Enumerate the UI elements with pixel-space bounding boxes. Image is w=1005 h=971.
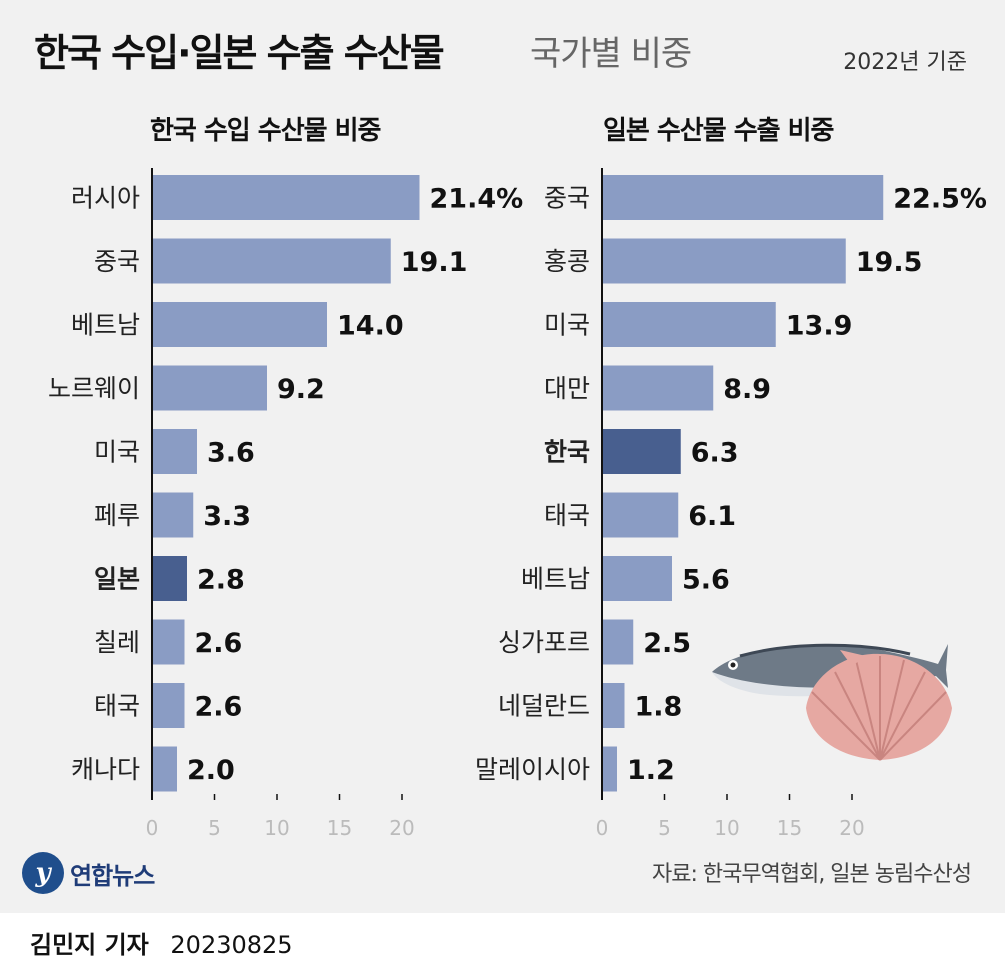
right-value-label: 1.8 bbox=[635, 692, 683, 723]
left-value-label: 21.4% bbox=[430, 184, 524, 215]
right-category-label: 미국 bbox=[544, 311, 590, 340]
right-value-label: 2.5 bbox=[643, 628, 691, 659]
left-category-label: 캐나다 bbox=[71, 755, 140, 784]
page-subtitle: 국가별 비중 bbox=[530, 34, 692, 74]
scallop-shell-icon bbox=[806, 650, 952, 761]
right-value-label: 1.2 bbox=[627, 755, 675, 786]
right-bar-chart: 중국 22.5% 홍콩 19.5 미국 13.9 대만 8.9 한국 6.3 태국 6.1 베트남 5.6… bbox=[475, 168, 987, 840]
left-bar bbox=[152, 746, 177, 792]
left-value-label: 19.1 bbox=[401, 247, 468, 278]
right-category-label: 네덜란드 bbox=[498, 692, 590, 721]
left-value-label: 9.2 bbox=[277, 374, 325, 405]
right-bar bbox=[602, 175, 884, 220]
left-x-tick-label: 20 bbox=[389, 816, 414, 840]
right-x-tick-label: 20 bbox=[839, 816, 864, 840]
yonhap-logo-icon: y bbox=[22, 852, 64, 894]
left-category-label: 칠레 bbox=[94, 628, 140, 657]
right-category-label: 홍콩 bbox=[544, 247, 590, 276]
left-category-label: 베트남 bbox=[71, 311, 140, 340]
left-bar bbox=[152, 683, 185, 728]
left-category-label: 일본 bbox=[94, 565, 140, 594]
right-category-label: 싱가포르 bbox=[498, 628, 590, 657]
right-bar bbox=[602, 302, 776, 347]
left-bar-chart: 러시아 21.4% 중국 19.1 베트남 14.0 노르웨이 9.2 미국 3.6 페루 3.3 일본… bbox=[48, 168, 523, 840]
left-category-label: 태국 bbox=[94, 692, 140, 721]
right-bar bbox=[602, 746, 617, 792]
left-bar bbox=[152, 429, 197, 474]
left-x-tick-label: 0 bbox=[146, 816, 159, 840]
left-value-label: 2.6 bbox=[195, 628, 243, 659]
left-value-label: 14.0 bbox=[337, 311, 404, 342]
right-x-tick-label: 15 bbox=[777, 816, 802, 840]
left-bar bbox=[152, 175, 420, 220]
left-category-label: 러시아 bbox=[71, 184, 140, 213]
right-value-label: 13.9 bbox=[786, 311, 853, 342]
left-chart-title: 한국 수입 수산물 비중 bbox=[150, 116, 381, 146]
left-value-label: 2.8 bbox=[197, 565, 245, 596]
right-value-label: 6.3 bbox=[691, 438, 739, 469]
right-value-label: 19.5 bbox=[856, 247, 923, 278]
right-bar bbox=[602, 365, 714, 411]
byline: 김민지 기자 20230825 bbox=[30, 925, 293, 960]
source-note: 자료: 한국무역협회, 일본 농림수산성 bbox=[652, 862, 972, 887]
left-bar bbox=[152, 302, 327, 347]
left-bar bbox=[152, 238, 391, 284]
left-category-label: 미국 bbox=[94, 438, 140, 467]
right-value-label: 5.6 bbox=[682, 565, 730, 596]
right-category-label: 한국 bbox=[544, 438, 590, 467]
right-x-tick-label: 0 bbox=[596, 816, 609, 840]
right-category-label: 중국 bbox=[544, 184, 590, 213]
left-category-label: 페루 bbox=[94, 501, 140, 530]
left-value-label: 2.6 bbox=[195, 692, 243, 723]
right-bar bbox=[602, 492, 679, 538]
right-x-tick-label: 10 bbox=[714, 816, 739, 840]
left-value-label: 3.6 bbox=[207, 438, 255, 469]
right-bar bbox=[602, 619, 634, 665]
publish-date: 20230825 bbox=[170, 931, 293, 959]
left-bar bbox=[152, 556, 187, 601]
right-x-tick-label: 5 bbox=[658, 816, 671, 840]
right-bar bbox=[602, 238, 846, 284]
left-value-label: 3.3 bbox=[203, 501, 251, 532]
right-bar bbox=[602, 683, 625, 728]
year-note: 2022년 기준 bbox=[843, 50, 967, 75]
charts-svg: 러시아 21.4% 중국 19.1 베트남 14.0 노르웨이 9.2 미국 3.6 페루 3.3 일본… bbox=[48, 168, 987, 840]
left-x-tick-label: 5 bbox=[208, 816, 221, 840]
left-category-label: 노르웨이 bbox=[48, 374, 140, 403]
left-bar bbox=[152, 619, 185, 665]
left-value-label: 2.0 bbox=[187, 755, 235, 786]
left-bar bbox=[152, 365, 267, 411]
author-name: 김민지 기자 bbox=[30, 931, 149, 959]
logo-text: 연합뉴스 bbox=[70, 861, 155, 890]
left-bar bbox=[152, 492, 194, 538]
right-bar bbox=[602, 556, 672, 601]
right-value-label: 8.9 bbox=[723, 374, 771, 405]
left-x-tick-label: 15 bbox=[327, 816, 352, 840]
right-category-label: 베트남 bbox=[521, 565, 590, 594]
page-title: 한국 수입·일본 수출 수산물 bbox=[34, 31, 445, 75]
right-chart-title: 일본 수산물 수출 비중 bbox=[603, 116, 834, 146]
right-category-label: 말레이시아 bbox=[475, 755, 590, 784]
right-value-label: 22.5% bbox=[893, 184, 987, 215]
yonhap-logo: y 연합뉴스 bbox=[22, 848, 155, 898]
left-category-label: 중국 bbox=[94, 247, 140, 276]
right-category-label: 대만 bbox=[544, 374, 590, 403]
left-x-tick-label: 10 bbox=[264, 816, 289, 840]
right-bar bbox=[602, 429, 681, 474]
infographic-card: 한국 수입·일본 수출 수산물 국가별 비중 2022년 기준 한국 수입 수산… bbox=[0, 0, 1005, 913]
right-category-label: 태국 bbox=[544, 501, 590, 530]
right-value-label: 6.1 bbox=[688, 501, 736, 532]
